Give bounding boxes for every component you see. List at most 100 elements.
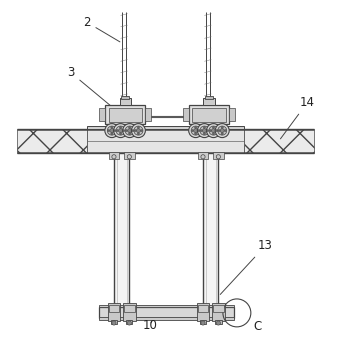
Circle shape — [218, 130, 220, 132]
Bar — [146, 115, 189, 117]
Circle shape — [119, 128, 123, 133]
Circle shape — [119, 126, 122, 128]
Circle shape — [126, 130, 127, 132]
Bar — [186, 114, 191, 119]
Bar — [109, 305, 119, 312]
Circle shape — [221, 126, 223, 128]
Circle shape — [134, 126, 143, 135]
Circle shape — [191, 130, 194, 132]
Circle shape — [136, 128, 140, 133]
Bar — [182, 108, 189, 121]
Circle shape — [224, 130, 226, 132]
Bar — [212, 303, 225, 321]
Bar — [87, 129, 244, 153]
Bar — [99, 304, 234, 307]
Circle shape — [137, 133, 139, 135]
Bar — [198, 305, 208, 312]
Bar — [203, 153, 218, 310]
Bar — [111, 320, 117, 324]
Bar — [200, 320, 206, 324]
Bar — [143, 114, 148, 119]
Circle shape — [110, 128, 114, 133]
Bar — [213, 152, 224, 158]
Circle shape — [189, 124, 203, 138]
Circle shape — [195, 133, 197, 135]
Bar — [105, 106, 145, 124]
Bar — [121, 96, 129, 99]
Circle shape — [216, 321, 220, 325]
Circle shape — [123, 130, 125, 132]
Circle shape — [220, 128, 224, 133]
Circle shape — [194, 128, 198, 133]
Bar — [109, 152, 119, 158]
Circle shape — [191, 126, 200, 135]
Circle shape — [116, 126, 125, 135]
Bar — [192, 108, 226, 121]
Circle shape — [203, 133, 206, 135]
Bar — [205, 96, 213, 99]
Circle shape — [105, 124, 119, 138]
Text: 10: 10 — [143, 319, 157, 332]
Bar — [17, 129, 87, 153]
Bar — [124, 305, 135, 312]
Circle shape — [111, 126, 113, 128]
Circle shape — [202, 128, 206, 133]
Circle shape — [218, 126, 227, 135]
Bar — [124, 152, 135, 158]
Bar — [126, 320, 132, 324]
Circle shape — [127, 321, 131, 325]
Circle shape — [131, 124, 146, 138]
Bar — [99, 108, 105, 121]
Circle shape — [209, 130, 211, 132]
Bar — [198, 152, 208, 158]
Circle shape — [212, 126, 215, 128]
Circle shape — [195, 126, 197, 128]
Circle shape — [211, 128, 215, 133]
Circle shape — [216, 130, 218, 132]
Circle shape — [206, 124, 220, 138]
Text: 3: 3 — [67, 67, 119, 113]
Bar — [114, 153, 129, 310]
Circle shape — [200, 126, 209, 135]
Bar — [213, 305, 224, 312]
Circle shape — [206, 130, 209, 132]
Bar — [108, 303, 120, 321]
Circle shape — [221, 133, 223, 135]
Bar — [109, 108, 142, 121]
Bar — [87, 126, 244, 129]
Circle shape — [201, 321, 205, 325]
Bar — [145, 108, 151, 121]
Circle shape — [132, 130, 134, 132]
Circle shape — [129, 133, 131, 135]
Bar — [197, 303, 209, 321]
Circle shape — [119, 133, 122, 135]
Circle shape — [137, 126, 139, 128]
Circle shape — [203, 126, 206, 128]
Text: 14: 14 — [281, 96, 315, 139]
Bar — [203, 98, 215, 106]
Bar — [244, 129, 314, 153]
Text: C: C — [254, 320, 262, 333]
Circle shape — [114, 124, 127, 138]
Circle shape — [107, 126, 117, 135]
Bar — [229, 108, 235, 121]
Circle shape — [198, 130, 200, 132]
Circle shape — [117, 130, 118, 132]
Bar — [99, 307, 234, 318]
Circle shape — [209, 126, 218, 135]
Circle shape — [212, 133, 215, 135]
Circle shape — [129, 126, 131, 128]
Circle shape — [125, 126, 134, 135]
Circle shape — [215, 124, 229, 138]
Bar — [189, 106, 229, 124]
Circle shape — [112, 321, 116, 325]
Circle shape — [111, 133, 113, 135]
Circle shape — [108, 130, 110, 132]
Circle shape — [114, 130, 116, 132]
Text: 2: 2 — [83, 16, 120, 42]
Bar — [215, 320, 222, 324]
Bar — [99, 318, 234, 320]
Circle shape — [197, 124, 211, 138]
Circle shape — [200, 130, 202, 132]
Bar — [123, 303, 136, 321]
